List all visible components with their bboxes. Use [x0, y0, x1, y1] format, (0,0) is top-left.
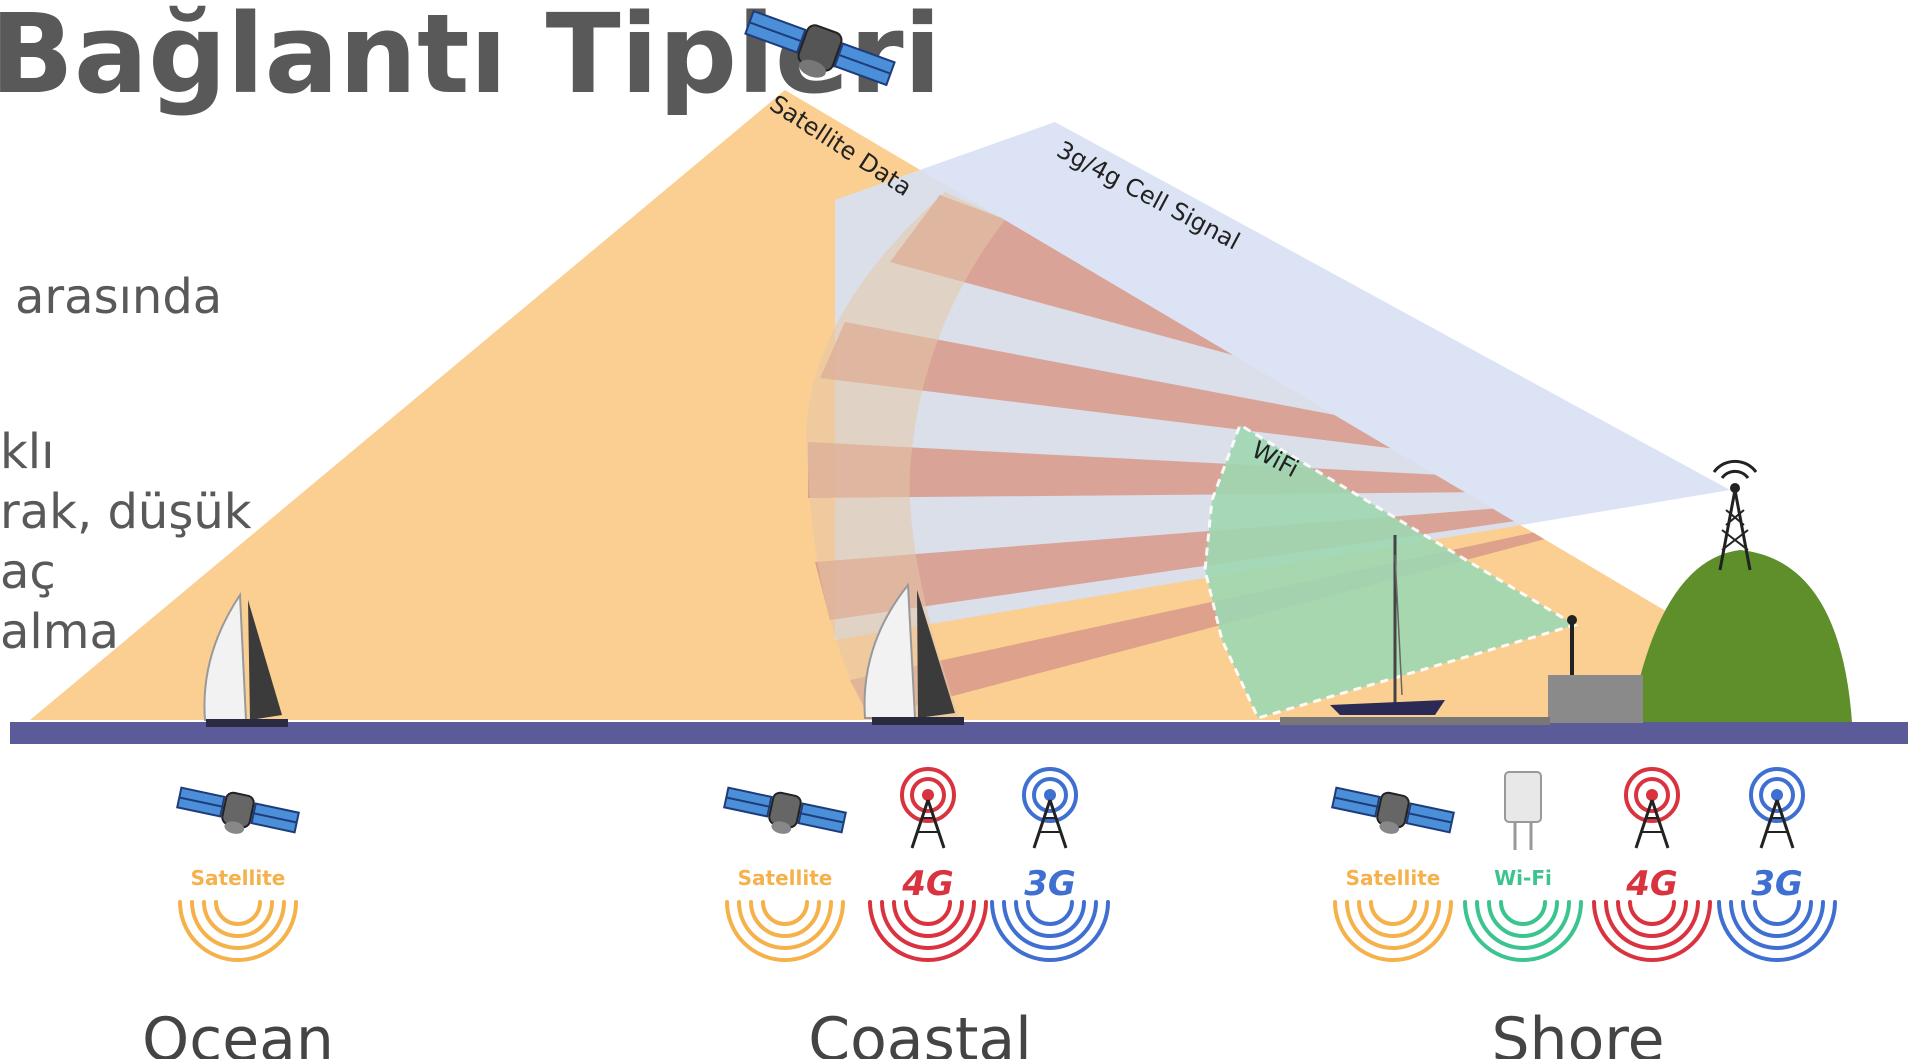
zone-label-ocean: Ocean	[142, 1005, 334, 1059]
badge-satellite: Satellite	[1331, 786, 1455, 962]
badge-label: Wi-Fi	[1494, 866, 1552, 890]
zone-label-coastal: Coastal	[808, 1005, 1032, 1059]
satellite-icon	[744, 9, 896, 87]
side-text-line: arasında	[15, 269, 222, 325]
badge-label: 3G	[1751, 864, 1803, 904]
cell-tower-icon	[1749, 767, 1805, 849]
sailboat-icon	[203, 591, 288, 727]
badge-wifi: Wi-Fi	[1463, 771, 1583, 962]
badge-label: 3G	[1024, 864, 1076, 904]
side-text-line: alma	[0, 604, 119, 660]
cell-signal-beam	[835, 122, 1730, 640]
signal-waves-icon	[178, 900, 298, 962]
badge-label: Satellite	[1346, 866, 1441, 890]
signal-waves-icon	[868, 900, 988, 962]
sailboat-icon	[1330, 535, 1445, 715]
badge-3g: 3G	[990, 767, 1110, 962]
cell-tower-icon	[1712, 459, 1758, 571]
satellite-icon	[723, 786, 847, 834]
signal-waves-icon	[1463, 900, 1583, 962]
cell-signal-arc	[806, 192, 1005, 720]
hill	[1630, 550, 1852, 722]
badge-satellite: Satellite	[176, 786, 300, 962]
slide-title: Bağlantı Tipleri	[0, 0, 941, 118]
cell-tower-icon	[1022, 767, 1078, 849]
wifi-beam	[1203, 422, 1579, 720]
dock	[1280, 717, 1550, 725]
signal-waves-icon	[1592, 900, 1712, 962]
wifi-router-icon	[1504, 771, 1542, 850]
badge-label: 4G	[901, 864, 954, 904]
satellite-icon	[176, 786, 300, 834]
cell-tower-icon	[900, 767, 956, 849]
zone-label-shore: Shore	[1491, 1005, 1664, 1059]
badge-4g: 4G	[868, 767, 988, 962]
sailboat-icon	[863, 582, 964, 725]
side-text-line: rak, düşük	[0, 484, 252, 540]
side-text-line: aç	[0, 544, 56, 600]
badge-3g: 3G	[1717, 767, 1837, 962]
signal-waves-icon	[1717, 900, 1837, 962]
wifi-antenna-tip	[1567, 615, 1577, 625]
connection-badges: Satellite Satellite 4G 3G Satellite Wi-Fi 4G 3G	[176, 767, 1837, 962]
badge-label: 4G	[1625, 864, 1678, 904]
badge-label: Satellite	[191, 866, 286, 890]
badge-4g: 4G	[1592, 767, 1712, 962]
cell-tower-icon	[1624, 767, 1680, 849]
sea-line	[10, 722, 1908, 744]
satellite-icon	[1331, 786, 1455, 834]
signal-waves-icon	[990, 900, 1110, 962]
badge-satellite: Satellite	[723, 786, 847, 962]
signal-waves-icon	[1333, 900, 1453, 962]
side-text-line: klı	[0, 424, 54, 480]
badge-label: Satellite	[738, 866, 833, 890]
shore-building	[1548, 675, 1643, 723]
signal-waves-icon	[725, 900, 845, 962]
